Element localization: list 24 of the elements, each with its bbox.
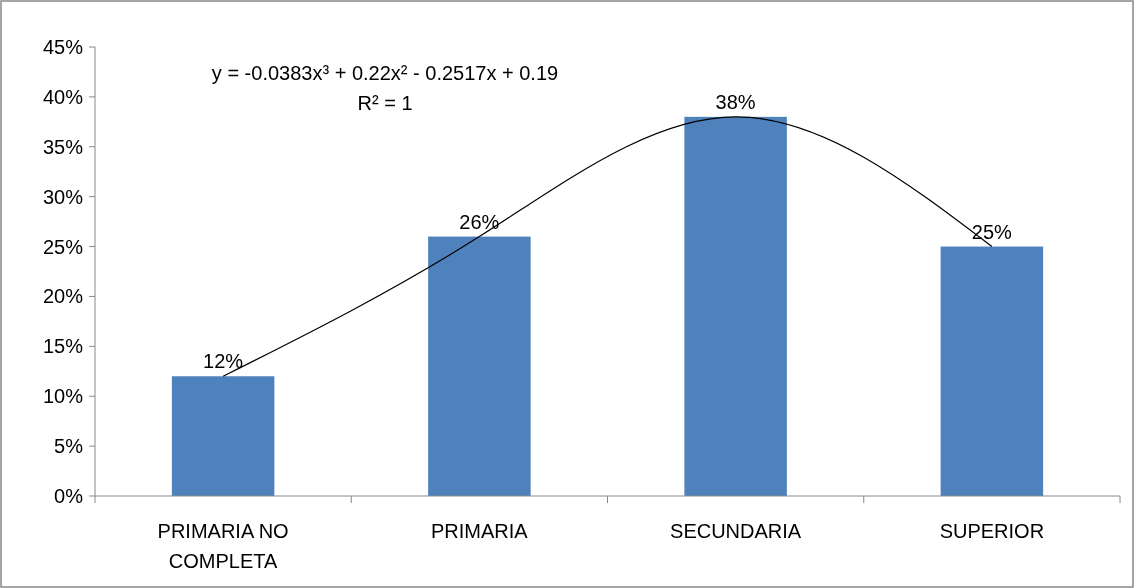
x-tick-label: SECUNDARIA bbox=[670, 520, 802, 542]
y-tick-label: 5% bbox=[54, 435, 84, 458]
y-tick-label: 0% bbox=[54, 485, 84, 507]
bar bbox=[684, 116, 787, 496]
x-tick-label: PRIMARIA NO COMPLETA bbox=[157, 520, 289, 572]
data-label: 25% bbox=[971, 220, 1013, 243]
bar bbox=[940, 246, 1044, 496]
y-tick-label: 30% bbox=[42, 185, 84, 208]
x-tick-label: PRIMARIA bbox=[431, 520, 529, 542]
y-tick-label: 15% bbox=[42, 335, 84, 358]
y-tick-label: 10% bbox=[42, 385, 84, 408]
y-tick-label: 35% bbox=[42, 135, 84, 158]
y-tick-label: 20% bbox=[42, 285, 84, 308]
bar bbox=[428, 236, 531, 496]
y-tick-label: 45% bbox=[42, 36, 84, 58]
data-label: 12% bbox=[203, 350, 244, 373]
y-tick-label: 40% bbox=[42, 85, 84, 108]
annotation: y = -0.0383x³ + 0.22x² - 0.2517x + 0.19 bbox=[211, 62, 559, 84]
x-tick-label: SUPERIOR bbox=[939, 520, 1045, 542]
y-tick-label: 25% bbox=[42, 235, 84, 258]
data-label: 26% bbox=[459, 210, 500, 233]
annotation: R² = 1 bbox=[357, 92, 413, 114]
bar bbox=[171, 376, 275, 496]
data-label: 38% bbox=[715, 90, 756, 113]
